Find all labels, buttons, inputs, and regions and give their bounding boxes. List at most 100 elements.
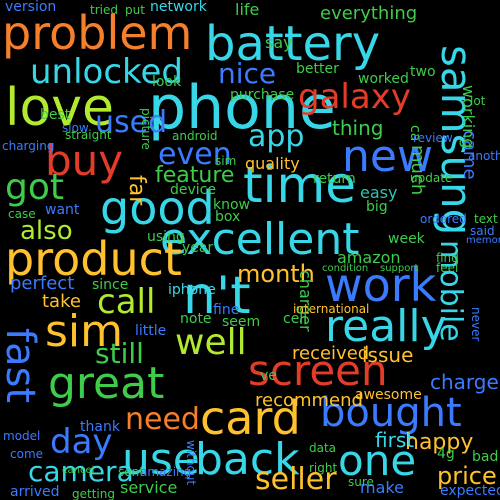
word-everything: everything (320, 3, 418, 24)
word-want: want (45, 202, 80, 218)
word-take: take (42, 291, 81, 312)
word-phone: phone (148, 73, 336, 143)
word-got: got (5, 167, 64, 208)
word-product: product (5, 232, 182, 286)
word-working: working (459, 85, 478, 149)
word-text: text (474, 212, 498, 226)
word-nice: nice (218, 57, 277, 90)
word-fine: fine (213, 302, 240, 318)
word-even: even (158, 137, 232, 172)
word-purchase: purchase (230, 87, 295, 103)
word-note: note (180, 311, 212, 327)
word-box: box (215, 209, 241, 225)
word-call: call (97, 282, 156, 322)
word-year: year (182, 240, 214, 256)
word-fast: fast (0, 328, 43, 404)
word-iphone: iphone (168, 282, 216, 298)
word-thing: thing (332, 116, 384, 140)
word-galaxy: galaxy (298, 77, 411, 117)
word-international: international (293, 302, 370, 316)
word-day: day (50, 422, 113, 462)
word-cancel: cancel (62, 465, 95, 476)
word-charging: charging (2, 139, 55, 153)
word-find: find (436, 251, 459, 265)
word-work: work (325, 258, 437, 312)
word-make: make (360, 478, 404, 497)
word-well: well (175, 322, 247, 363)
word-say: say (265, 33, 293, 52)
word-picture: picture (139, 108, 153, 150)
word-love: love (5, 78, 115, 138)
word-android: android (172, 129, 218, 143)
word-network: network (150, 0, 207, 15)
word-support: support (380, 263, 419, 274)
word-amazing: amazing (140, 465, 192, 479)
word-n-t: n't (183, 266, 251, 326)
word-much: much (407, 145, 428, 196)
word-far: far (124, 175, 149, 206)
word-slow: slow (62, 121, 89, 135)
word-memory: memory (466, 235, 500, 246)
word-version: version (5, 0, 57, 15)
word-great: great (48, 358, 165, 409)
word-getting: getting (72, 487, 115, 500)
word-one: one (338, 436, 417, 485)
word-new: new (342, 131, 433, 182)
word-happy: happy (405, 430, 474, 455)
word-service: service (120, 478, 178, 497)
word-app: app (248, 119, 305, 154)
word-know: know (213, 197, 250, 213)
word-tried: tried (90, 3, 118, 17)
word-another: another (468, 149, 500, 163)
word-big: big (366, 199, 388, 215)
word-bad: bad (472, 449, 499, 465)
word-screen: screen (248, 346, 388, 395)
word-life: life (235, 0, 260, 19)
word-come: come (10, 447, 44, 461)
word-unlocked: unlocked (30, 52, 184, 92)
word-two: two (410, 64, 436, 80)
word-week: week (388, 231, 425, 247)
word-also: also (20, 216, 73, 246)
word-worked: worked (358, 71, 409, 87)
word-ca: ca (407, 125, 423, 142)
word-little: little (135, 323, 167, 339)
word-ve: ve (260, 368, 277, 384)
word-thank: thank (80, 419, 120, 435)
word-easy: easy (360, 183, 398, 202)
word-sim: sim (215, 154, 237, 168)
word-cell: cell (283, 311, 308, 327)
word-battery: battery (205, 16, 381, 72)
word-price: price (437, 462, 497, 490)
word-return: return (313, 171, 356, 187)
word-quality: quality (245, 154, 300, 173)
word-review: review (413, 131, 453, 145)
word-since: since (92, 277, 129, 293)
word-right: right (309, 461, 338, 475)
word-card: card (200, 391, 301, 445)
word-excellent: excellent (160, 214, 360, 265)
word-sent: sent (118, 465, 144, 479)
word-awesome: awesome (355, 387, 422, 403)
word-good: good (100, 181, 215, 235)
word-problem: problem (2, 6, 193, 60)
word-look: look (152, 74, 182, 90)
word-back: back (195, 434, 300, 485)
word-data: data (309, 441, 337, 455)
word-need: need (125, 402, 200, 437)
word-expected: expected (440, 483, 500, 499)
word-ordered: ordered (420, 212, 467, 226)
word-came: came (459, 130, 480, 180)
word-using: using (147, 229, 185, 245)
word-said: said (470, 224, 495, 238)
word-really: really (325, 301, 447, 352)
word-camera: camera (28, 455, 134, 488)
word-never: never (469, 307, 483, 342)
word-mobile: mobile (433, 240, 468, 342)
word-charger: charger (296, 270, 315, 332)
word-time: time (243, 156, 356, 214)
word-device: device (170, 182, 216, 198)
word-condition: condition (322, 263, 369, 274)
word-sim: sim (45, 306, 124, 357)
